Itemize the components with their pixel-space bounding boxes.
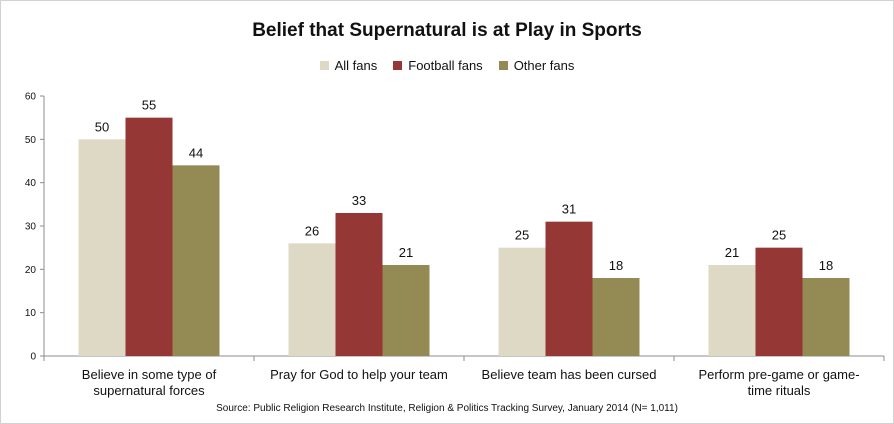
legend-label: Other fans — [513, 58, 575, 73]
data-label: 21 — [725, 245, 739, 260]
data-label: 25 — [772, 228, 786, 243]
data-label: 18 — [819, 258, 833, 273]
chart-title: Belief that Supernatural is at Play in S… — [252, 20, 642, 41]
y-tick-label: 40 — [25, 178, 37, 189]
category-label: time rituals — [748, 383, 811, 398]
category-label: Believe team has been cursed — [482, 367, 657, 382]
bar — [335, 213, 383, 356]
bar — [498, 247, 546, 356]
labels: 50 55 44 Believe in some type ofsupernatura… — [82, 98, 860, 398]
bar — [382, 265, 430, 356]
legend-label: Football fans — [408, 58, 483, 73]
data-label: 31 — [562, 202, 576, 217]
legend-swatch — [319, 61, 329, 70]
category-label: Believe in some type of — [82, 367, 217, 382]
legend-item-0: All fans — [319, 58, 378, 73]
data-label: 55 — [142, 98, 156, 113]
legend-swatch — [393, 61, 403, 70]
bar — [545, 221, 593, 356]
data-label: 50 — [95, 119, 109, 134]
bar — [172, 165, 220, 356]
legend-swatch — [498, 61, 508, 70]
data-label: 44 — [189, 145, 203, 160]
data-label: 26 — [305, 223, 319, 238]
data-label: 18 — [609, 258, 623, 273]
y-tick-label: 60 — [25, 92, 37, 103]
bar — [288, 243, 336, 356]
category-label: Perform pre-game or game- — [698, 367, 859, 382]
bar — [125, 117, 173, 357]
legend: All fans Football fans Other fans — [0, 58, 894, 73]
data-label: 21 — [399, 245, 413, 260]
category-label: Pray for God to help your team — [270, 367, 448, 382]
y-tick-label: 50 — [25, 135, 37, 146]
source-note: Source: Public Religion Research Institu… — [216, 403, 678, 414]
bar — [708, 265, 756, 356]
bar — [592, 278, 640, 356]
bar — [78, 139, 126, 356]
legend-item-1: Football fans — [393, 58, 483, 73]
data-label: 25 — [515, 228, 529, 243]
y-tick-label: 20 — [25, 265, 37, 276]
legend-item-2: Other fans — [498, 58, 575, 73]
bar — [802, 278, 850, 356]
bar — [755, 247, 803, 356]
y-tick-label: 10 — [25, 308, 37, 319]
bars — [78, 117, 850, 357]
y-tick-label: 30 — [25, 222, 37, 233]
data-label: 33 — [352, 193, 366, 208]
y-tick-label: 0 — [30, 352, 36, 363]
legend-label: All fans — [334, 58, 378, 73]
category-label: supernatural forces — [93, 383, 205, 398]
